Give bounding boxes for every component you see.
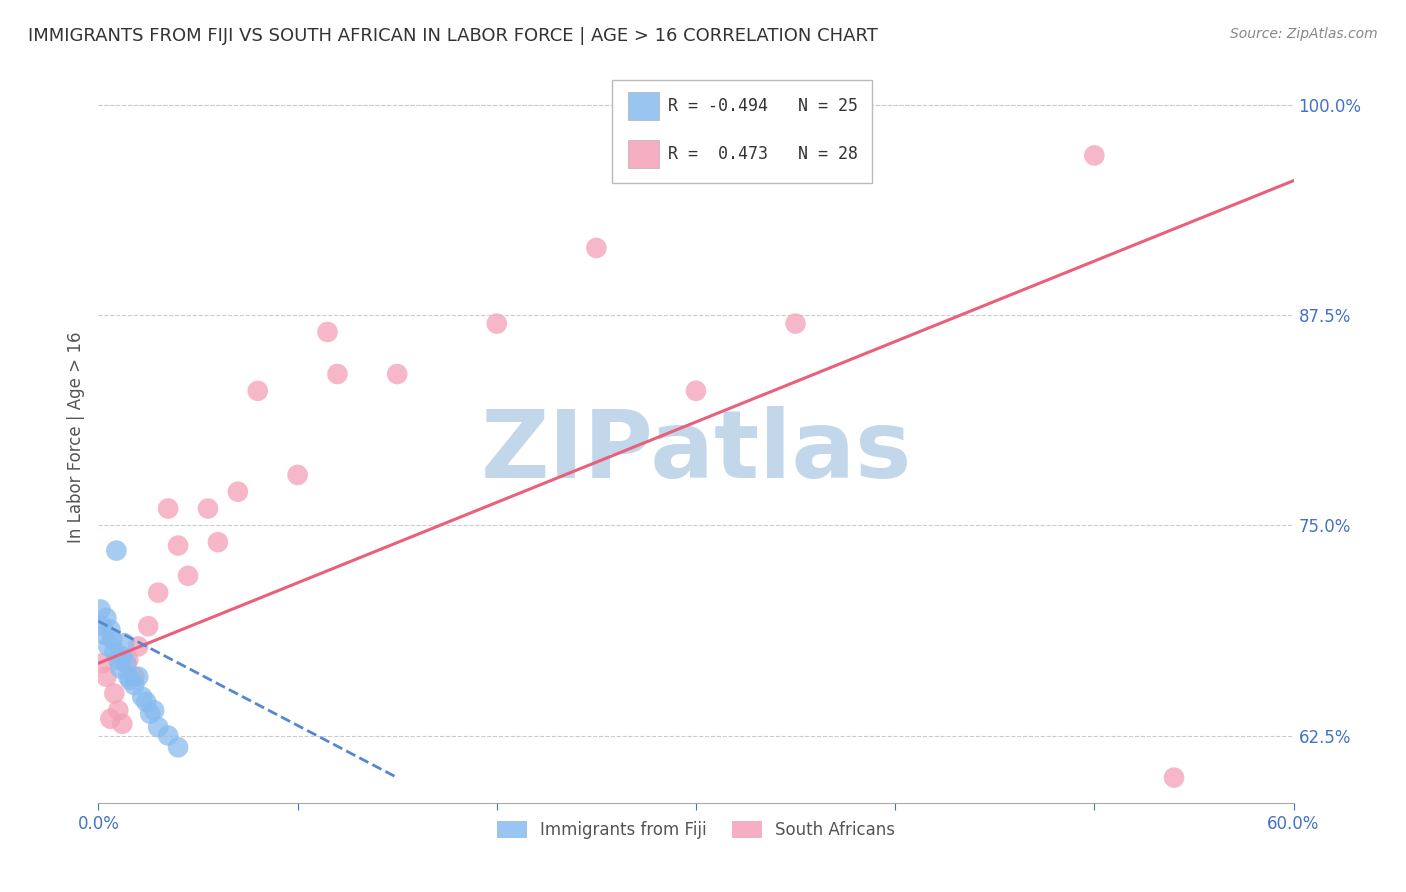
Point	[148, 720, 170, 734]
Point	[120, 673, 142, 687]
Point	[117, 653, 139, 667]
Point	[148, 585, 170, 599]
Point	[207, 535, 229, 549]
Point	[485, 317, 508, 331]
Text: R =  0.473   N = 28: R = 0.473 N = 28	[668, 145, 858, 163]
Point	[167, 740, 190, 755]
Text: Source: ZipAtlas.com: Source: ZipAtlas.com	[1230, 27, 1378, 41]
Point	[226, 484, 249, 499]
Point	[246, 384, 269, 398]
Point	[98, 712, 122, 726]
Point	[111, 649, 134, 664]
Point	[1083, 148, 1105, 162]
Point	[127, 670, 149, 684]
Point	[287, 467, 309, 482]
Point	[96, 670, 118, 684]
Point	[98, 623, 122, 637]
Point	[115, 657, 138, 671]
Point	[93, 627, 115, 641]
Point	[139, 706, 162, 721]
Point	[117, 670, 139, 684]
Point	[143, 703, 166, 717]
Point	[136, 619, 159, 633]
Text: ZIPatlas: ZIPatlas	[481, 406, 911, 498]
Legend: Immigrants from Fiji, South Africans: Immigrants from Fiji, South Africans	[491, 814, 901, 846]
Point	[197, 501, 219, 516]
Y-axis label: In Labor Force | Age > 16: In Labor Force | Age > 16	[66, 331, 84, 543]
Point	[112, 636, 135, 650]
Point	[685, 384, 707, 398]
Point	[157, 501, 180, 516]
Point	[91, 619, 114, 633]
Point	[107, 653, 129, 667]
Point	[131, 690, 153, 704]
Point	[111, 716, 134, 731]
Point	[103, 686, 125, 700]
Point	[89, 602, 111, 616]
Point	[124, 670, 146, 684]
Point	[167, 539, 190, 553]
Point	[107, 703, 129, 717]
Point	[97, 640, 120, 654]
Point	[124, 678, 146, 692]
Point	[585, 241, 607, 255]
Point	[785, 317, 807, 331]
Point	[157, 729, 180, 743]
Point	[91, 657, 114, 671]
Point	[326, 367, 349, 381]
Point	[101, 632, 124, 647]
Point	[177, 569, 200, 583]
Text: R = -0.494   N = 25: R = -0.494 N = 25	[668, 97, 858, 115]
Point	[110, 661, 132, 675]
Point	[385, 367, 409, 381]
Point	[103, 644, 125, 658]
Point	[127, 640, 149, 654]
Point	[316, 325, 339, 339]
Point	[135, 695, 157, 709]
Point	[96, 611, 118, 625]
Text: IMMIGRANTS FROM FIJI VS SOUTH AFRICAN IN LABOR FORCE | AGE > 16 CORRELATION CHAR: IMMIGRANTS FROM FIJI VS SOUTH AFRICAN IN…	[28, 27, 877, 45]
Point	[1163, 771, 1185, 785]
Point	[105, 543, 128, 558]
